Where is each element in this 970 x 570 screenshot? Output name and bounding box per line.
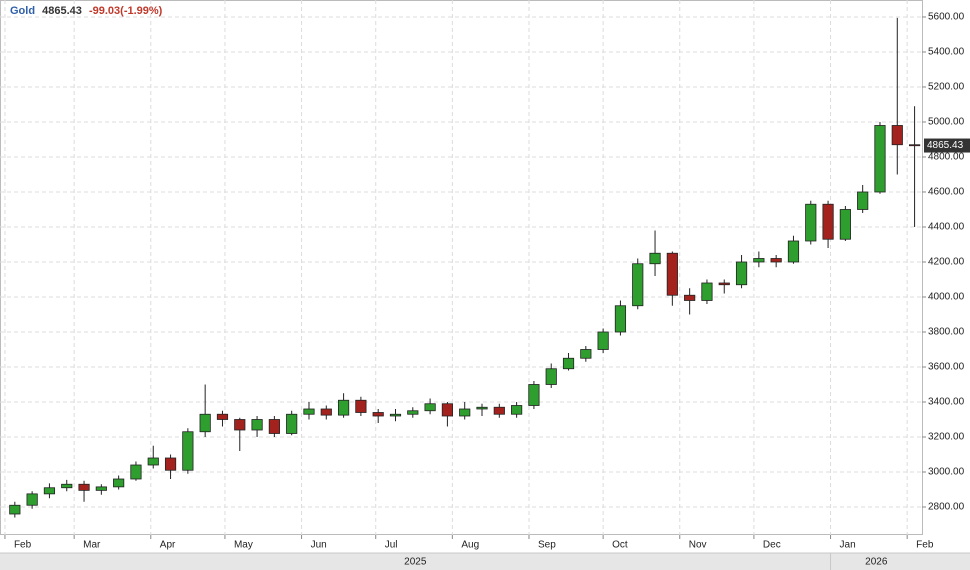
candle-body	[199, 413, 211, 433]
change: -99.03	[89, 5, 120, 17]
x-tick-label: Jul	[385, 540, 398, 551]
candle-body	[632, 263, 644, 307]
x-tick-label: Sep	[538, 540, 556, 551]
candle-body	[26, 493, 38, 506]
grid	[0, 0, 926, 570]
candle-body	[839, 209, 851, 240]
candle-body	[43, 487, 56, 495]
candle-body	[874, 125, 886, 193]
candle-body	[303, 408, 315, 415]
y-tick-label: 3000.00	[928, 467, 965, 478]
candle-body	[580, 349, 592, 359]
candle-body	[511, 405, 523, 415]
y-tick-label: 4000.00	[928, 292, 965, 303]
instrument-name: Gold	[10, 5, 35, 17]
x-tick-label: Mar	[83, 540, 101, 551]
candle-body	[459, 408, 471, 417]
candle-body	[822, 203, 834, 240]
candle-body	[286, 413, 298, 434]
header: Gold 4865.43 -99.03(-1.99%)	[10, 5, 163, 17]
candle-body	[770, 258, 782, 263]
year-band	[0, 553, 970, 570]
last-price: 4865.43	[42, 5, 82, 17]
candle-body	[164, 457, 177, 471]
year-label: 2025	[404, 557, 427, 568]
candle-body	[9, 504, 21, 515]
candle-body	[234, 419, 246, 431]
candle-body	[614, 305, 627, 333]
y-tick-label: 4200.00	[928, 257, 965, 268]
candle-body	[805, 203, 817, 242]
candle-body	[182, 431, 194, 471]
plot-area	[0, 0, 923, 535]
y-tick-label: 3400.00	[928, 397, 965, 408]
labels: 2800.00 3000.00 3200.00 3400.00 3600.00 3800.…	[14, 12, 970, 568]
candle-body	[545, 368, 557, 385]
candle-body	[493, 406, 505, 415]
x-tick-label: Oct	[612, 540, 628, 551]
y-tick-label: 3200.00	[928, 432, 965, 443]
change-pct: (-1.99%)	[120, 5, 163, 17]
last-price-tag	[924, 138, 970, 153]
candle-body	[337, 399, 350, 416]
candle-body	[61, 483, 73, 489]
x-tick-label: Nov	[689, 540, 707, 551]
candle-body	[113, 478, 125, 488]
year-label: 2026	[865, 557, 888, 568]
candle-body	[718, 282, 730, 286]
last-price-label: 4865.43	[927, 140, 964, 151]
y-tick-label: 5600.00	[928, 12, 965, 23]
candle-body	[407, 410, 419, 415]
x-tick-label: Aug	[461, 540, 479, 551]
candle-body	[424, 403, 436, 412]
candle-body	[320, 408, 332, 416]
x-tick-label: Feb	[14, 540, 32, 551]
y-tick-label: 5000.00	[928, 117, 965, 128]
x-tick-label: Dec	[763, 540, 781, 551]
x-tick-label: Jan	[840, 540, 856, 551]
candle-body	[666, 252, 678, 296]
candle-body	[597, 331, 609, 350]
candle-body	[753, 258, 765, 263]
x-tick-label: Apr	[160, 540, 176, 551]
candle-body	[389, 413, 402, 417]
candle-body	[528, 384, 540, 406]
candle-body	[130, 464, 142, 480]
y-tick-label: 4800.00	[928, 152, 965, 163]
candle-body	[908, 144, 921, 147]
candle-body	[268, 419, 280, 434]
x-tick-label: May	[234, 540, 253, 551]
candle-body	[649, 252, 661, 265]
y-tick-label: 2800.00	[928, 502, 965, 513]
candle-body	[701, 282, 713, 301]
candles	[9, 17, 921, 518]
candle-body	[441, 403, 453, 417]
candle-body	[684, 294, 696, 301]
candle-body	[787, 240, 800, 263]
y-tick-label: 3800.00	[928, 327, 965, 338]
candle-body	[78, 483, 90, 491]
y-tick-label: 5200.00	[928, 82, 965, 93]
candle-body	[251, 419, 263, 431]
y-tick-label: 4400.00	[928, 222, 965, 233]
candle-body	[216, 413, 229, 420]
candle-body	[857, 191, 869, 210]
candle-body	[891, 125, 903, 146]
y-tick-label: 3600.00	[928, 362, 965, 373]
y-tick-label: 4600.00	[928, 187, 965, 198]
candle-body	[476, 406, 488, 410]
y-tick-label: 5400.00	[928, 47, 965, 58]
candle-body	[355, 399, 367, 413]
x-tick-label: Feb	[916, 540, 934, 551]
candle-body	[735, 261, 748, 286]
candle-body	[95, 486, 107, 491]
x-tick-label: Jun	[311, 540, 327, 551]
candle-body	[562, 357, 575, 370]
candle-body	[147, 457, 159, 466]
candle-body	[372, 412, 384, 417]
